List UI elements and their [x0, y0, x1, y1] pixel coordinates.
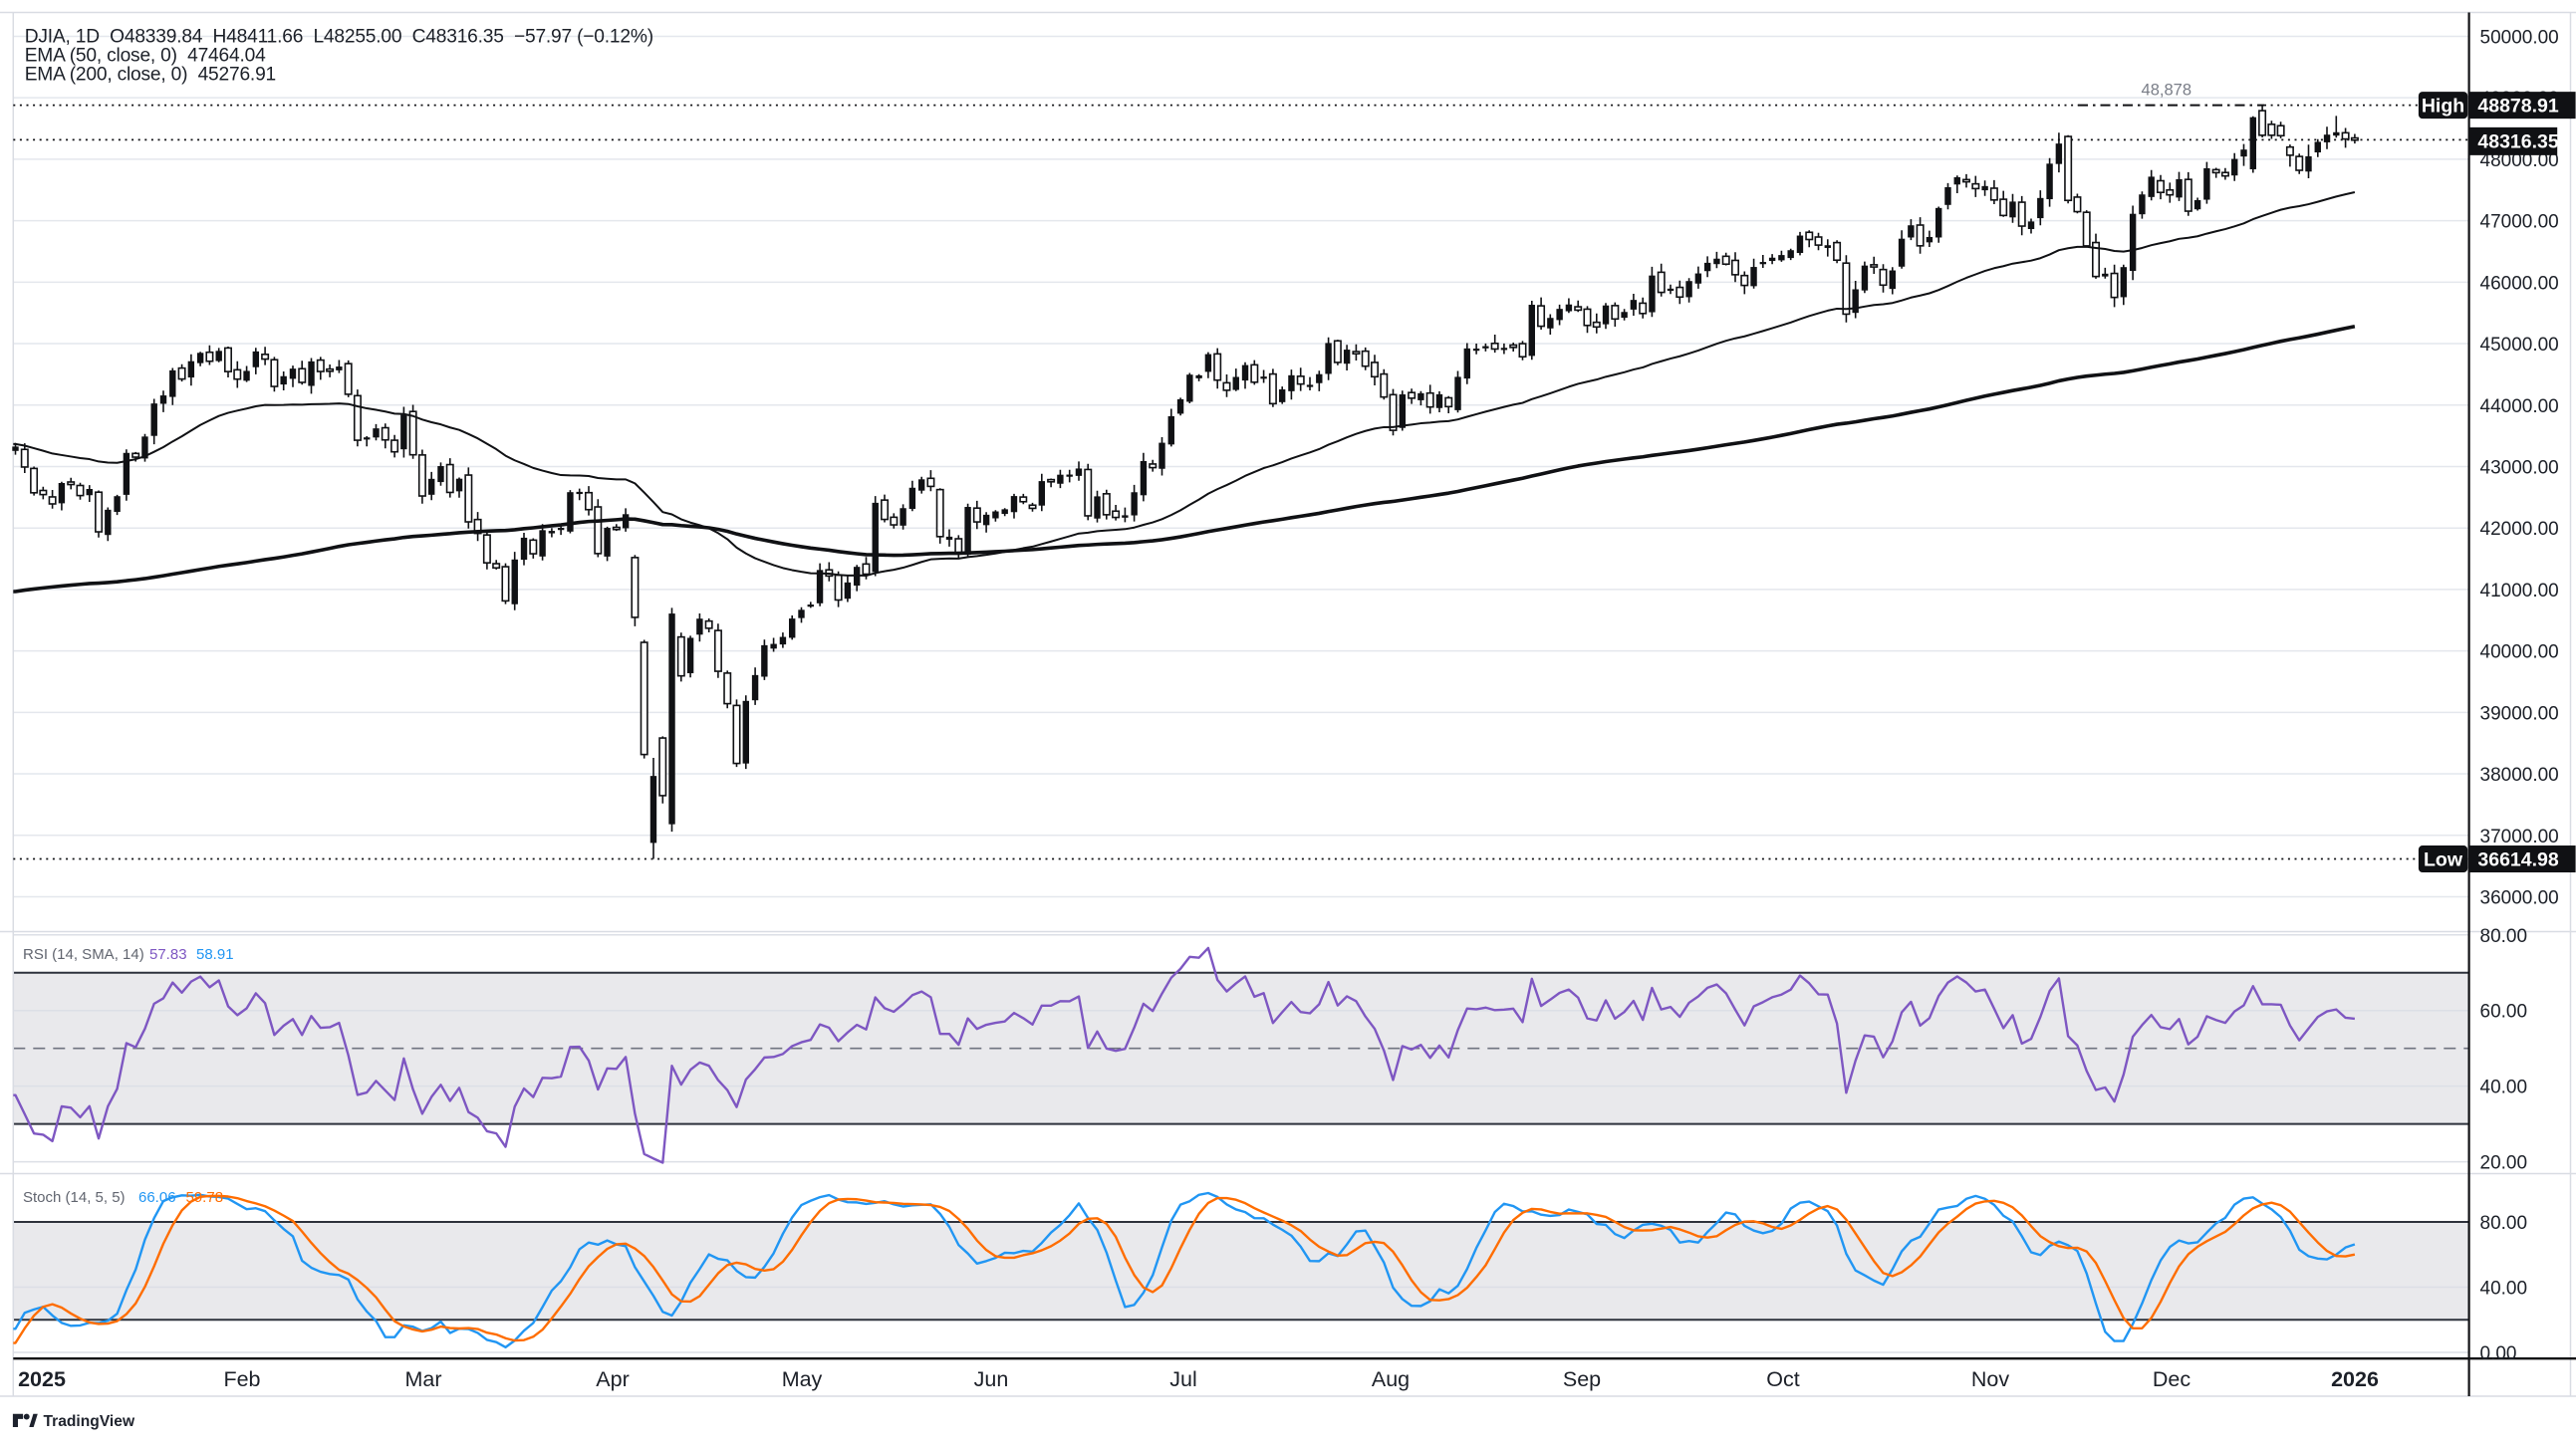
- svg-text:Mar: Mar: [404, 1367, 441, 1391]
- svg-text:43000.00: 43000.00: [2480, 458, 2559, 479]
- svg-text:45000.00: 45000.00: [2480, 335, 2559, 356]
- svg-text:Feb: Feb: [223, 1367, 260, 1391]
- svg-text:58.91: 58.91: [196, 946, 234, 963]
- svg-text:50000.00: 50000.00: [2480, 28, 2559, 49]
- svg-text:42000.00: 42000.00: [2480, 519, 2559, 540]
- svg-text:36614.98: 36614.98: [2477, 848, 2558, 870]
- svg-text:High: High: [2422, 95, 2464, 117]
- svg-text:May: May: [782, 1367, 823, 1391]
- svg-text:66.06: 66.06: [138, 1189, 176, 1206]
- svg-text:TradingView: TradingView: [44, 1413, 135, 1430]
- svg-text:37000.00: 37000.00: [2480, 827, 2559, 847]
- svg-text:Low: Low: [2424, 848, 2463, 870]
- svg-text:38000.00: 38000.00: [2480, 765, 2559, 786]
- svg-text:48878.91: 48878.91: [2477, 95, 2558, 117]
- svg-text:Nov: Nov: [1971, 1367, 2009, 1391]
- svg-text:48316.35: 48316.35: [2477, 131, 2558, 153]
- svg-text:Dec: Dec: [2153, 1367, 2190, 1391]
- svg-text:80.00: 80.00: [2480, 1213, 2528, 1234]
- svg-text:2025: 2025: [18, 1367, 66, 1391]
- svg-text:20.00: 20.00: [2480, 1153, 2528, 1174]
- svg-text:EMA (200, close, 0) 45276.91: EMA (200, close, 0) 45276.91: [25, 64, 276, 85]
- svg-text:36000.00: 36000.00: [2480, 888, 2559, 909]
- svg-text:Stoch (14, 5, 5): Stoch (14, 5, 5): [23, 1189, 126, 1206]
- svg-text:EMA (50, close, 0) 47464.04: EMA (50, close, 0) 47464.04: [25, 45, 266, 66]
- svg-text:RSI (14, SMA, 14): RSI (14, SMA, 14): [23, 946, 144, 963]
- svg-text:Jun: Jun: [974, 1367, 1009, 1391]
- svg-text:Oct: Oct: [1766, 1367, 1799, 1391]
- svg-text:Aug: Aug: [1372, 1367, 1410, 1391]
- svg-text:44000.00: 44000.00: [2480, 396, 2559, 417]
- svg-text:59.78: 59.78: [186, 1189, 224, 1206]
- svg-text:40.00: 40.00: [2480, 1279, 2528, 1300]
- svg-text:46000.00: 46000.00: [2480, 273, 2559, 294]
- svg-text:2026: 2026: [2331, 1367, 2379, 1391]
- svg-text:39000.00: 39000.00: [2480, 703, 2559, 724]
- svg-text:60.00: 60.00: [2480, 1002, 2528, 1023]
- svg-text:Jul: Jul: [1169, 1367, 1196, 1391]
- svg-text:80.00: 80.00: [2480, 926, 2528, 947]
- svg-text:41000.00: 41000.00: [2480, 581, 2559, 602]
- svg-text:47000.00: 47000.00: [2480, 212, 2559, 233]
- svg-text:DJIA, 1D O48339.84 H48411.66: DJIA, 1D O48339.84 H48411.66 L48255.00 C…: [25, 26, 653, 47]
- svg-text:40000.00: 40000.00: [2480, 642, 2559, 663]
- svg-text:Sep: Sep: [1563, 1367, 1601, 1391]
- svg-text:57.83: 57.83: [149, 946, 187, 963]
- svg-text:48000.00: 48000.00: [2480, 150, 2559, 171]
- svg-text:40.00: 40.00: [2480, 1078, 2528, 1098]
- svg-text:Apr: Apr: [596, 1367, 629, 1391]
- svg-text:0.00: 0.00: [2480, 1343, 2517, 1364]
- svg-text:48,878: 48,878: [2142, 82, 2191, 100]
